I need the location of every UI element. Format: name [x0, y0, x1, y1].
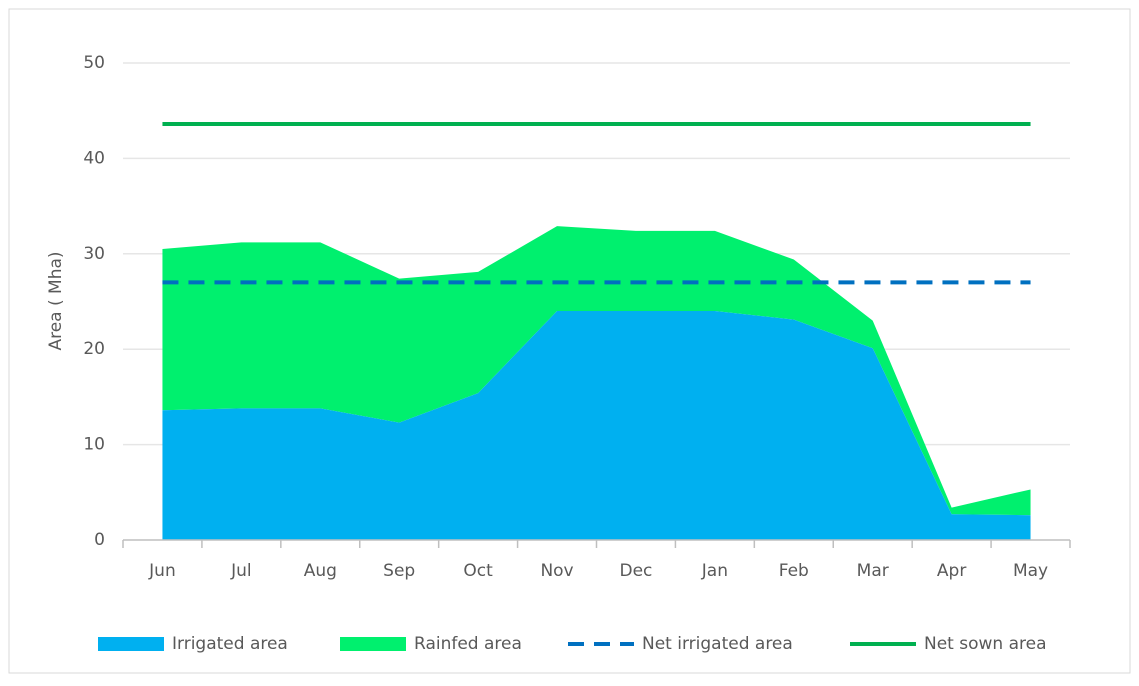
- y-tick-label: 20: [83, 339, 105, 359]
- area: [162, 226, 1031, 516]
- y-axis-label: Area ( Mha): [46, 251, 66, 350]
- legend-label: Net sown area: [924, 634, 1047, 654]
- x-tick-label: Apr: [937, 561, 966, 581]
- x-tick-label: Feb: [779, 561, 809, 581]
- x-tick-label: May: [1013, 561, 1048, 581]
- x-tick-label: Sep: [383, 561, 415, 581]
- y-tick-label: 30: [83, 244, 105, 264]
- x-tick-label: Oct: [463, 561, 493, 581]
- y-tick-label: 50: [83, 53, 105, 73]
- legend-swatch: [340, 637, 406, 651]
- area: [162, 311, 1031, 540]
- x-tick-label: Jul: [230, 561, 252, 581]
- y-tick-label: 10: [83, 435, 105, 455]
- x-tick-label: Aug: [304, 561, 337, 581]
- x-tick-label: Jun: [148, 561, 176, 581]
- y-tick-label: 40: [83, 148, 105, 168]
- legend-swatch: [98, 637, 164, 651]
- x-tick-label: Dec: [620, 561, 653, 581]
- x-tick-label: Mar: [857, 561, 889, 581]
- legend-label: Irrigated area: [172, 634, 288, 654]
- x-tick-label: Jan: [701, 561, 728, 581]
- y-tick-label: 0: [94, 530, 105, 550]
- x-tick-label: Nov: [540, 561, 573, 581]
- legend-label: Rainfed area: [414, 634, 522, 654]
- legend-label: Net irrigated area: [642, 634, 793, 654]
